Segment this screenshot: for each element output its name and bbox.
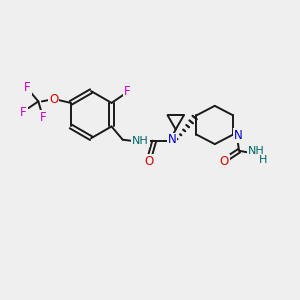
Text: F: F xyxy=(124,85,130,98)
Text: F: F xyxy=(24,81,31,94)
Text: O: O xyxy=(220,155,229,168)
Text: NH: NH xyxy=(248,146,265,156)
Text: N: N xyxy=(234,129,243,142)
Text: NH: NH xyxy=(132,136,149,146)
Text: F: F xyxy=(20,106,27,119)
Text: O: O xyxy=(49,93,58,106)
Text: H: H xyxy=(259,154,268,165)
Text: O: O xyxy=(145,155,154,168)
Text: F: F xyxy=(39,111,46,124)
Text: N: N xyxy=(168,134,176,146)
